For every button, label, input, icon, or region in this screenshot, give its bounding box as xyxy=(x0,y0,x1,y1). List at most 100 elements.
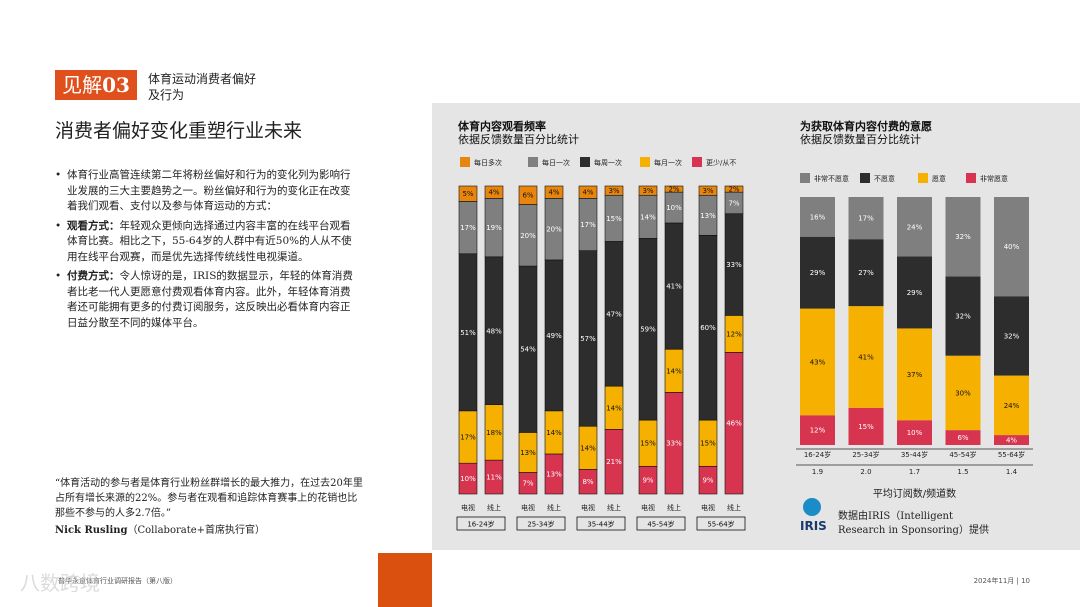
chart-subtitle: 依据反馈数量百分比统计 xyxy=(800,132,921,146)
value-label: 5% xyxy=(462,190,473,198)
bar-segment xyxy=(664,185,684,193)
bullet: 体育行业高管连续第二年将粉丝偏好和行为的变化列为影响行业发展的三大主要趋势之一。… xyxy=(55,168,355,215)
x-tick-label: 25-34岁 xyxy=(852,450,879,459)
group-box xyxy=(456,516,506,531)
bullet-lead: 付费方式： xyxy=(67,270,120,282)
group-label: 25-34岁 xyxy=(527,520,554,529)
x-tick-label: 电视 xyxy=(701,503,715,512)
extra-label: 平均订阅数/频道数 xyxy=(873,487,956,500)
x-tick-label: 线上 xyxy=(667,503,681,512)
value-label: 57% xyxy=(580,335,596,343)
x-tick-label: 线上 xyxy=(607,503,621,512)
legend-label: 每日多次 xyxy=(474,158,502,167)
value-label: 4% xyxy=(488,189,499,197)
section: 体育运动消费者偏好 及行为 xyxy=(148,71,256,103)
bar-segment xyxy=(800,197,835,237)
x-tick-label: 电视 xyxy=(461,503,475,512)
bar-segment xyxy=(897,328,932,421)
group-label: 55-64岁 xyxy=(707,520,734,529)
value-label: 60% xyxy=(700,324,716,332)
value-label: 41% xyxy=(858,353,874,361)
value-label: 14% xyxy=(666,367,682,375)
value-label: 51% xyxy=(460,329,476,337)
value-label: 18% xyxy=(486,429,502,437)
value-label: 14% xyxy=(640,213,656,221)
value-label: 46% xyxy=(726,420,742,428)
legend-label: 每周一次 xyxy=(594,158,622,167)
value-label: 7% xyxy=(728,199,739,207)
bar-segment xyxy=(945,276,981,356)
source: 数据由IRIS（Intelligent Research in Sponsori… xyxy=(838,511,989,536)
footer-left: 普华永道体育行业调研报告（第八版） xyxy=(58,576,177,585)
bullets: 体育行业高管连续第二年将粉丝偏好和行为的变化列为影响行业发展的三大主要趋势之一。… xyxy=(55,168,355,335)
value-label: 6% xyxy=(522,192,533,200)
bullet-lead: 观看方式： xyxy=(67,219,120,232)
value-label: 11% xyxy=(486,474,502,482)
value-label: 27% xyxy=(858,269,874,277)
value-label: 48% xyxy=(486,327,502,335)
value-label: 29% xyxy=(810,269,826,277)
value-label: 7% xyxy=(522,480,533,488)
accent-block xyxy=(378,553,432,607)
value-label: 41% xyxy=(666,283,682,291)
value-label: 33% xyxy=(726,261,742,269)
source-box: 数据由IRIS（Intelligent Research in Sponsori… xyxy=(838,511,989,536)
legend-label: 每日一次 xyxy=(542,158,570,167)
group-label: 45-54岁 xyxy=(647,520,674,529)
legend-label: 更少/从不 xyxy=(706,159,736,167)
value-label: 37% xyxy=(907,371,923,379)
bar-segment xyxy=(848,239,884,307)
value-label: 15% xyxy=(858,423,874,431)
extra-value: 1.9 xyxy=(812,468,823,476)
value-label: 2% xyxy=(728,186,739,194)
bar-segment xyxy=(945,355,981,431)
value-label: 14% xyxy=(580,444,596,452)
x-tick-label: 线上 xyxy=(547,503,561,512)
bar-segment xyxy=(994,375,1029,436)
quote: “体育活动的参与者是体育行业粉丝群增长的最大推力，在过去20年里占所有增长来源的… xyxy=(55,478,363,519)
value-label: 14% xyxy=(606,404,622,412)
value-label: 15% xyxy=(700,440,716,448)
badge-word: 见解 xyxy=(62,73,103,97)
logo: IRIS xyxy=(800,519,827,533)
bullet-text: 令人惊讶的是，IRIS的数据显示，年轻的体育消费者比老一代人更愿意付费观看体育内… xyxy=(67,270,353,329)
badge: 见解03 xyxy=(55,70,137,100)
value-label: 17% xyxy=(460,434,476,442)
value-label: 17% xyxy=(580,221,596,229)
value-label: 33% xyxy=(666,440,682,448)
value-label: 16% xyxy=(810,213,826,221)
group-box xyxy=(516,516,566,531)
bar-segment xyxy=(604,185,624,196)
value-label: 20% xyxy=(520,232,536,240)
value-label: 9% xyxy=(702,477,713,485)
value-label: 49% xyxy=(546,332,562,340)
x-tick-label: 35-44岁 xyxy=(901,450,928,459)
group-box xyxy=(576,516,626,531)
bar-segment xyxy=(458,185,478,202)
value-label: 15% xyxy=(640,440,656,448)
value-label: 59% xyxy=(640,326,656,334)
bar-segment xyxy=(800,236,835,309)
bar-segment xyxy=(638,185,658,196)
value-label: 15% xyxy=(606,215,622,223)
value-label: 8% xyxy=(582,478,593,486)
value-label: 6% xyxy=(957,434,968,442)
value-label: 32% xyxy=(955,233,971,241)
value-label: 47% xyxy=(606,310,622,318)
value-label: 12% xyxy=(810,427,826,435)
bar-segment xyxy=(897,197,932,257)
chart-title: 体育内容观看频率 xyxy=(458,119,546,133)
value-label: 13% xyxy=(700,212,716,220)
value-label: 24% xyxy=(907,223,923,231)
bar-segment xyxy=(544,185,564,199)
value-label: 3% xyxy=(702,187,713,195)
value-label: 10% xyxy=(460,475,476,483)
value-label: 4% xyxy=(582,189,593,197)
value-label: 13% xyxy=(520,449,536,457)
x-tick-label: 电视 xyxy=(641,503,655,512)
value-label: 32% xyxy=(1004,332,1020,340)
x-tick-label: 55-64岁 xyxy=(998,450,1025,459)
value-label: 3% xyxy=(608,187,619,195)
